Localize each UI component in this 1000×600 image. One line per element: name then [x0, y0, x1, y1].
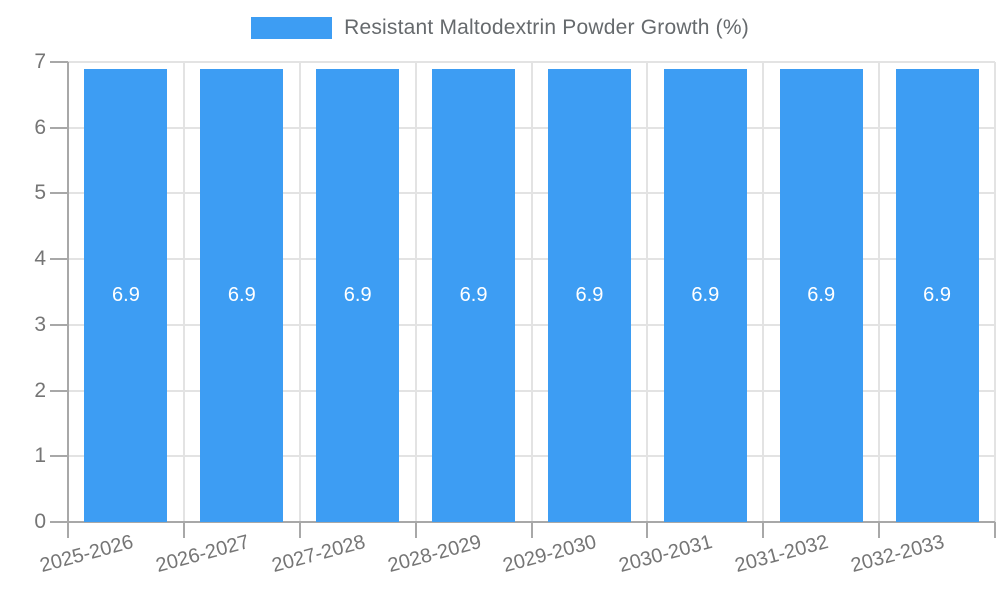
y-axis-tick [50, 389, 68, 392]
bar-value-label: 6.9 [459, 284, 488, 307]
y-axis-tick-label: 1 [34, 444, 46, 468]
y-axis-tick-label: 6 [34, 115, 46, 139]
bar[interactable]: 6.9 [432, 68, 516, 522]
bar-value-label: 6.9 [575, 284, 604, 307]
gridline-vertical [530, 62, 533, 522]
gridline-vertical [878, 62, 881, 522]
legend-series-label: Resistant Maltodextrin Powder Growth (%) [344, 16, 749, 39]
bar-value-label: 6.9 [807, 284, 836, 307]
bar[interactable]: 6.9 [779, 68, 863, 522]
bar[interactable]: 6.9 [316, 68, 400, 522]
y-axis-tick [50, 61, 68, 63]
legend-item[interactable]: Resistant Maltodextrin Powder Growth (%) [251, 16, 749, 40]
y-axis-tick-label: 7 [34, 50, 46, 73]
bar-value-label: 6.9 [227, 284, 256, 307]
y-axis-tick [50, 192, 68, 195]
y-axis-tick-label: 0 [34, 510, 46, 533]
bar[interactable]: 6.9 [663, 68, 747, 522]
x-axis-line [68, 521, 995, 523]
gridline-vertical [298, 62, 301, 522]
y-axis-tick [50, 521, 68, 523]
y-axis-line [67, 62, 69, 522]
bar[interactable]: 6.9 [547, 68, 631, 522]
bar[interactable]: 6.9 [84, 68, 168, 522]
legend: Resistant Maltodextrin Powder Growth (%) [0, 0, 1000, 56]
x-axis-tick [298, 522, 301, 538]
y-axis-tick [50, 126, 68, 129]
gridline-vertical [994, 62, 996, 522]
x-axis-tick [646, 522, 649, 538]
y-axis-tick [50, 455, 68, 458]
y-axis-tick-label: 3 [34, 312, 46, 336]
y-axis-tick-label: 4 [34, 247, 46, 271]
y-axis-tick [50, 258, 68, 261]
x-axis-tick [67, 522, 69, 538]
x-axis-tick [994, 522, 996, 538]
bar-value-label: 6.9 [923, 284, 951, 307]
legend-swatch-icon [251, 17, 333, 39]
bar[interactable]: 6.9 [200, 68, 284, 522]
x-axis-tick [762, 522, 765, 538]
bar-value-label: 6.9 [343, 284, 372, 307]
gridline-vertical [646, 62, 649, 522]
x-axis-tick [182, 522, 185, 538]
bar-value-label: 6.9 [691, 284, 720, 307]
x-axis-tick [530, 522, 533, 538]
gridline-vertical [762, 62, 765, 522]
gridline-vertical [182, 62, 185, 522]
y-axis-tick [50, 323, 68, 326]
gridline-vertical [414, 62, 417, 522]
bar-value-label: 6.9 [112, 284, 140, 307]
bar[interactable]: 6.9 [895, 68, 979, 522]
x-axis-tick [878, 522, 881, 538]
x-axis-tick [414, 522, 417, 538]
y-axis-tick-label: 2 [34, 378, 46, 402]
y-axis-tick-label: 5 [34, 181, 46, 205]
